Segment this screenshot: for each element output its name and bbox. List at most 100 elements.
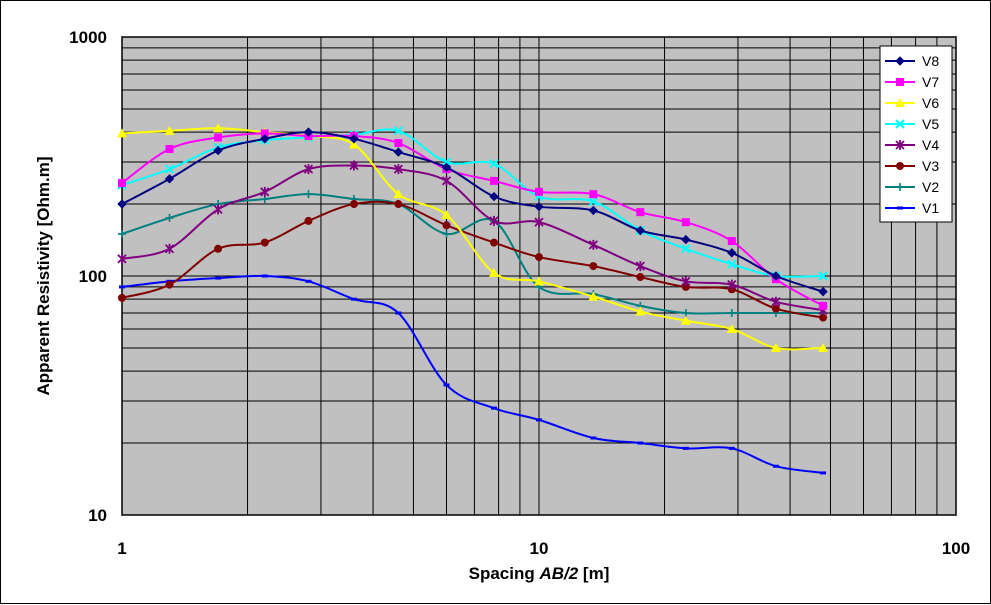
- data-point-v4: [727, 279, 737, 290]
- data-point-v1: [772, 464, 779, 468]
- data-point-v4: [164, 243, 175, 254]
- data-point-v8: [303, 127, 314, 137]
- data-point-v7: [118, 178, 126, 187]
- legend-item-v3: V3: [885, 158, 939, 174]
- data-point-v1: [682, 446, 689, 450]
- data-point-v8: [441, 162, 452, 172]
- data-point-v2: [118, 229, 126, 238]
- data-point-v4: [441, 175, 452, 186]
- data-point-v4: [213, 204, 223, 215]
- series-line-v3: [121, 200, 824, 319]
- data-point-v6: [393, 189, 404, 199]
- data-point-v3: [349, 200, 358, 209]
- data-point-v3: [165, 280, 174, 289]
- legend-label: V8: [922, 53, 939, 69]
- y-axis-title: Apparent Resistivity [Ohm.m]: [34, 157, 53, 396]
- data-point-v6: [680, 315, 691, 325]
- data-point-v1: [395, 311, 402, 315]
- data-point-v6: [635, 306, 646, 316]
- legend-box: [879, 45, 953, 223]
- data-point-v3: [819, 313, 828, 322]
- data-point-v4: [681, 276, 691, 287]
- legend-marker: [896, 78, 904, 86]
- data-point-v8: [349, 134, 359, 144]
- legend-marker: [895, 140, 905, 150]
- data-point-v4: [260, 186, 270, 197]
- series-line-v2: [121, 193, 824, 315]
- data-point-v8: [771, 271, 781, 281]
- data-point-v4: [635, 261, 645, 272]
- legend-label: V6: [922, 95, 939, 111]
- data-point-v5: [393, 126, 404, 136]
- data-point-v7: [394, 139, 403, 148]
- data-point-v4: [117, 253, 127, 264]
- data-point-v8: [393, 147, 404, 157]
- legend-marker: [896, 183, 904, 191]
- series-line-v8: [121, 131, 824, 293]
- data-point-v4: [393, 164, 404, 175]
- data-point-v4: [588, 239, 598, 250]
- legend-label: V2: [922, 179, 939, 195]
- data-point-v3: [771, 304, 780, 313]
- data-point-v6: [213, 123, 224, 133]
- y-tick-label: 10: [88, 506, 107, 525]
- series-line-v1: [121, 274, 824, 474]
- data-point-v3: [214, 244, 223, 253]
- y-tick-label: 1000: [69, 28, 107, 47]
- legend-label: V1: [922, 200, 939, 216]
- data-point-v1: [590, 436, 597, 440]
- data-point-v4: [534, 217, 544, 228]
- legend-item-v6: V6: [885, 95, 939, 111]
- data-point-v1: [820, 471, 827, 475]
- legend-marker: [896, 162, 904, 170]
- data-point-v1: [443, 383, 450, 387]
- data-point-v7: [260, 129, 269, 138]
- data-point-v5: [441, 157, 452, 167]
- data-point-v3: [535, 253, 543, 262]
- data-point-v6: [726, 324, 737, 334]
- legend-label: V4: [922, 137, 939, 153]
- legend-marker: [895, 56, 905, 66]
- data-point-v3: [394, 200, 403, 209]
- series-v8: [117, 127, 828, 297]
- x-axis-title: Spacing AB/2 [m]: [469, 564, 610, 583]
- data-point-v3: [490, 238, 499, 247]
- data-point-v1: [305, 279, 312, 283]
- data-point-v6: [489, 267, 500, 277]
- data-point-v1: [728, 446, 735, 450]
- data-point-v5: [164, 164, 175, 174]
- data-point-v1: [491, 406, 498, 410]
- grid-lines: [121, 36, 957, 516]
- data-point-v2: [681, 309, 690, 318]
- y-tick-label: 100: [79, 267, 107, 286]
- data-point-v7: [535, 187, 543, 196]
- legend-label: V5: [922, 116, 939, 132]
- series-line-v4: [121, 164, 824, 312]
- data-point-v2: [304, 190, 313, 199]
- legend-marker: [895, 98, 905, 107]
- data-point-v7: [681, 218, 690, 227]
- data-point-v8: [588, 205, 599, 216]
- data-point-v8: [818, 286, 828, 297]
- legend: V8 V7 V6 V5 V4 V3 V2 V1: [879, 45, 953, 223]
- legend-item-v4: V4: [885, 137, 939, 153]
- data-point-v7: [636, 208, 645, 217]
- data-point-v3: [681, 282, 690, 291]
- data-point-v4: [489, 215, 499, 226]
- x-tick-label: 100: [942, 539, 970, 558]
- series-v4: [117, 160, 828, 316]
- data-point-v7: [214, 133, 223, 142]
- data-point-v8: [489, 191, 499, 202]
- legend-label: V7: [922, 74, 939, 90]
- data-point-v7: [589, 190, 598, 199]
- data-point-v4: [771, 296, 781, 307]
- legend-item-v1: V1: [885, 200, 939, 216]
- data-point-v8: [260, 134, 270, 144]
- data-point-v7: [165, 144, 174, 153]
- data-point-v6: [534, 276, 544, 286]
- series-line-v7: [121, 132, 824, 307]
- data-point-v5: [727, 259, 737, 269]
- data-point-v1: [215, 276, 222, 280]
- data-point-v3: [304, 216, 313, 225]
- data-point-v1: [261, 274, 268, 278]
